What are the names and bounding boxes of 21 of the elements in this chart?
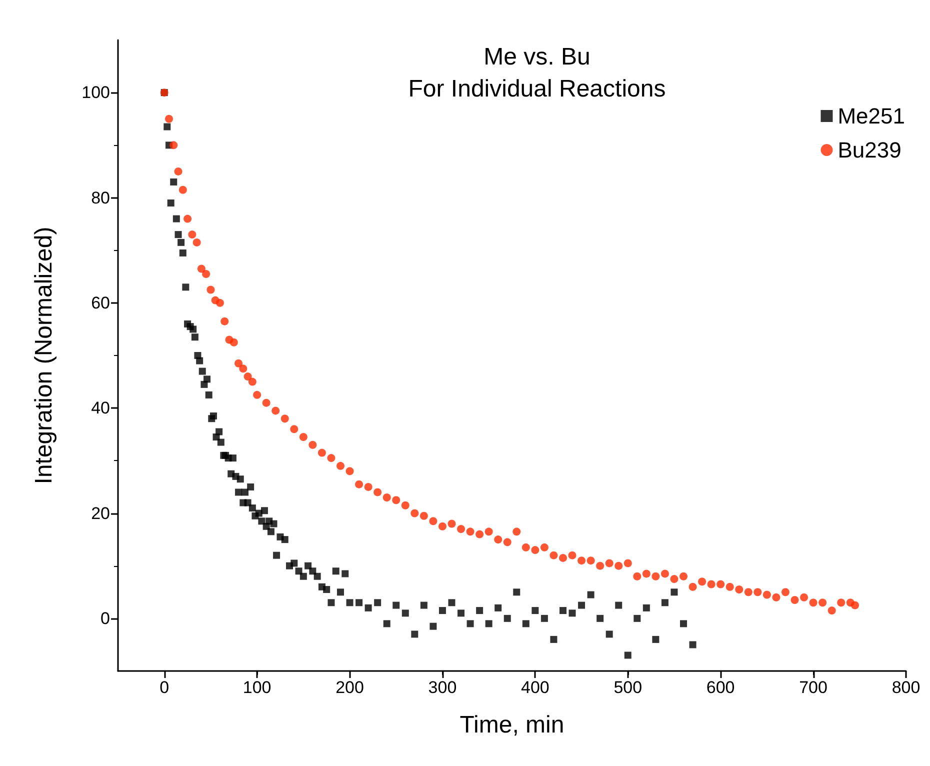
x-tick-label: 800 (892, 678, 920, 697)
y-tick-label: 0 (100, 608, 110, 628)
x-tick-label: 0 (160, 678, 170, 697)
x-axis-title: Time, min (460, 712, 564, 738)
x-tick-label: 600 (706, 678, 735, 697)
y-tick-label: 40 (91, 398, 110, 418)
x-tick-label: 500 (614, 678, 642, 697)
y-tick-label: 80 (91, 188, 110, 208)
y-tick-label: 100 (82, 83, 110, 102)
legend-label: Me251 (838, 104, 906, 128)
text: For Individual Reactions (408, 76, 666, 102)
x-tick-label: 300 (428, 678, 457, 697)
y-tick-label: 60 (91, 293, 110, 312)
x-tick-label: 700 (799, 678, 828, 697)
chart-title: Me vs. Bu (484, 44, 590, 70)
x-tick-label: 400 (520, 678, 550, 697)
y-axis-title: Integration (Normalized) (30, 226, 58, 484)
legend-label: Bu239 (838, 138, 902, 162)
x-tick-label: 200 (336, 678, 364, 697)
x-tick-label: 100 (242, 678, 272, 697)
y-tick-label: 20 (91, 504, 110, 523)
